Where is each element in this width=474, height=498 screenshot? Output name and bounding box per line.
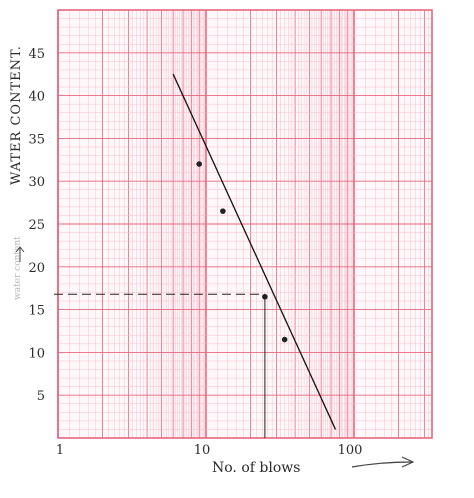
y-axis-label-faint: water content [13,236,23,300]
y-tick-label: 25 [28,218,45,233]
plot-border [57,9,433,439]
data-point-2 [220,208,226,214]
data-point-4 [281,336,288,343]
data-point-1 [196,161,203,167]
y-tick-label: 40 [28,90,45,105]
data-points [196,161,288,343]
fit-line-layer [172,73,337,430]
fit-line [172,73,337,430]
y-tick-label: 20 [28,261,45,276]
x-tick-label: 100 [338,443,363,458]
y-tick-label: 5 [37,389,45,404]
x-tick-label: 1 [56,443,64,458]
x-tick-label: 10 [194,443,211,458]
x-axis-arrow [351,456,415,468]
y-tick-label: 30 [28,175,45,190]
data-point-3 [262,293,268,300]
x-axis-label: No. of blows [212,460,300,476]
graph-paper-grid [57,9,433,439]
y-axis-arrow [15,246,25,262]
y-axis-label: WATER CONTENT. [9,45,24,185]
y-tick-label: 15 [28,304,45,319]
y-tick-label: 35 [28,132,45,147]
y-tick-labels: 5 10 15 20 25 30 35 40 45 [28,47,45,404]
y-tick-label: 10 [28,346,45,361]
reference-lines [54,293,266,438]
y-tick-label: 45 [28,47,45,62]
x-tick-labels: 1 10 100 [56,443,363,458]
